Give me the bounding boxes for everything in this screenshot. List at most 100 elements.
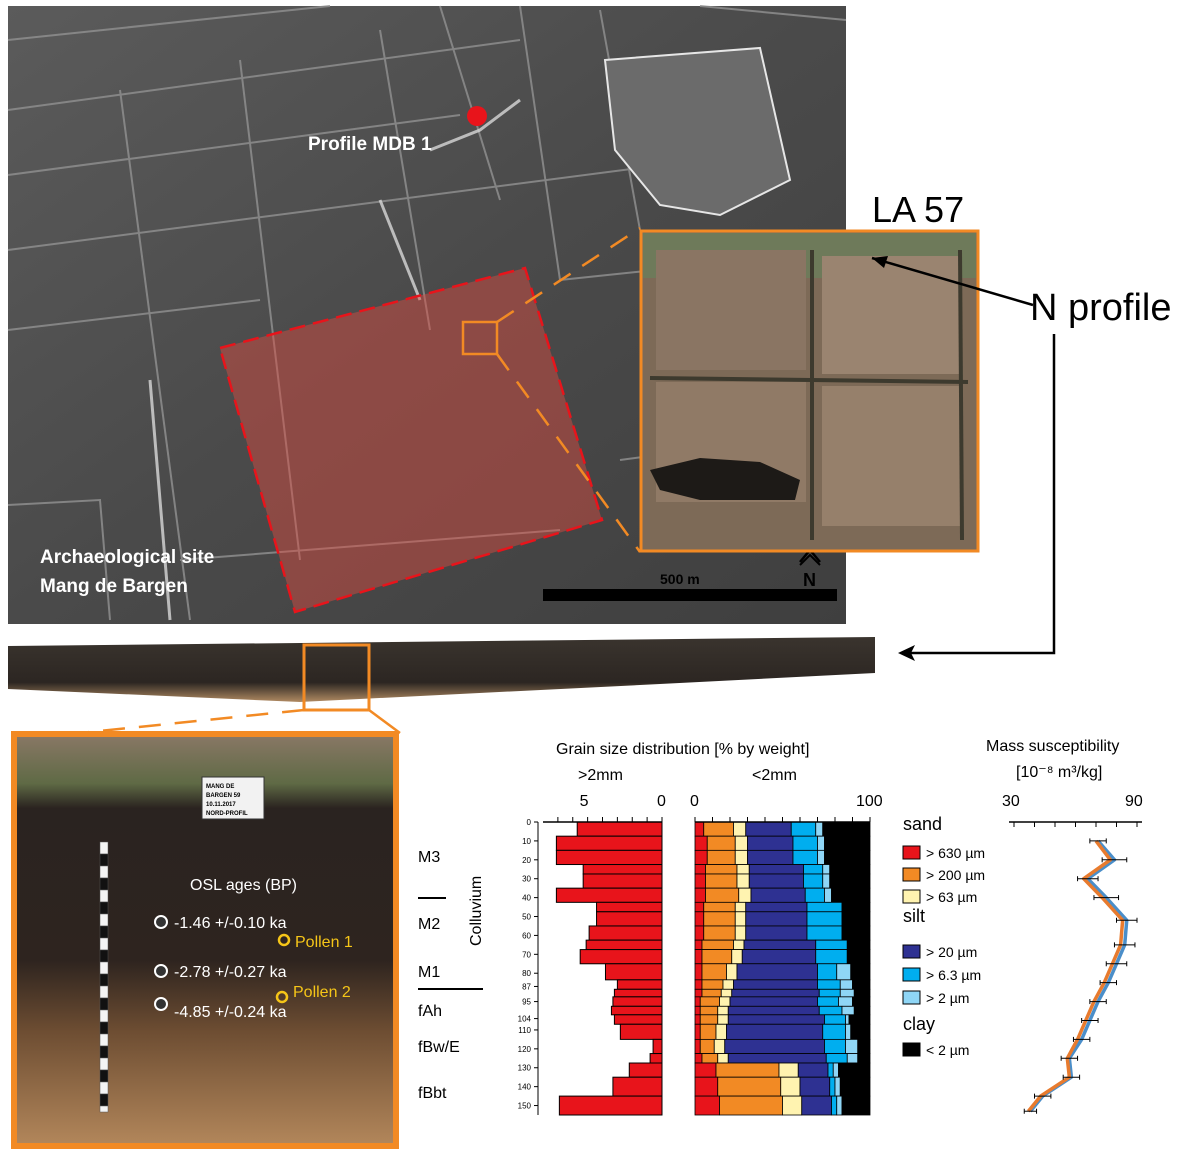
unit-label: fBw/E (418, 1039, 460, 1056)
fine-bar-segment (745, 821, 792, 837)
depth-label: 60 (522, 931, 531, 940)
legend-swatch (902, 889, 921, 904)
fine-bar-segment (846, 1053, 859, 1064)
fine-bar-segment (736, 873, 750, 889)
fine-bar-segment (857, 1053, 871, 1064)
stratigraphic-units: M3 M2 M1 fAh fBw/E fBbt Colluvium (418, 849, 485, 1102)
fine-bar-segment (747, 849, 794, 865)
coarse-bar (558, 1095, 663, 1116)
fine-bar-segment (706, 849, 736, 865)
fine-bar-segment (729, 996, 818, 1007)
coarse-bar (582, 873, 663, 889)
osl-title: OSL ages (BP) (190, 877, 297, 894)
fine-bar-segment (703, 901, 736, 913)
depth-label: 70 (522, 950, 531, 959)
fine-bar-segment (778, 1062, 799, 1078)
coarse-bar (604, 963, 663, 981)
fine-bar-segment (733, 979, 818, 990)
fine-bar-segment (694, 1053, 703, 1064)
osl-marker (154, 964, 168, 978)
fine-bar-segment (701, 939, 734, 950)
fine-bar-segment (825, 1053, 848, 1064)
fine-bar-segment (745, 925, 808, 941)
fine-bar-segment (806, 901, 843, 913)
fine-bar-segment (731, 949, 743, 965)
fine-bar-segment (694, 1076, 719, 1097)
fine-bar-segment (706, 835, 736, 851)
rod-segment (99, 1057, 109, 1071)
fine-bar-segment (705, 864, 738, 875)
connector-arrowhead-icon (898, 645, 915, 661)
fine-bar-segment (734, 835, 748, 851)
susceptibility-chart: 30 90 (1002, 793, 1143, 1114)
coarse-bar (628, 1062, 663, 1078)
fine-bar-segment (790, 821, 817, 837)
scale-bar (543, 589, 837, 601)
legend-swatch (902, 867, 921, 882)
fine-bar-segment (792, 849, 818, 865)
legend-swatch (902, 1042, 921, 1057)
rod-segment (99, 997, 109, 1011)
susceptibility-title: Mass susceptibility (986, 738, 1119, 755)
depth-label: 110 (518, 1026, 531, 1035)
x-tick-label: 5 (580, 793, 589, 810)
coarse-bar (596, 911, 663, 927)
colluvium-label: Colluvium (468, 876, 485, 946)
inset-title: LA 57 (872, 189, 964, 230)
fine-bar-segment (713, 1038, 726, 1054)
fine-bar-segment (717, 1005, 729, 1016)
coarse-bar (555, 835, 663, 851)
sign-text: NORD-PROFIL (206, 811, 248, 817)
fine-bar-segment (745, 901, 808, 913)
rod-segment (99, 1045, 109, 1059)
measuring-rod (99, 841, 109, 1113)
fine-bar-segment (727, 1014, 825, 1025)
fine-bar-segment (817, 849, 825, 865)
fine-bar-segment (741, 949, 817, 965)
fine-bar-segment (722, 979, 734, 990)
profile-photo: MANG DE BARGEN 59 10.11.2017 NORD-PROFIL… (11, 731, 399, 1149)
fine-bar-segment (694, 864, 706, 875)
fine-bar-segment (736, 864, 750, 875)
fine-bar-segment (694, 963, 703, 981)
fine-bar-segment (839, 979, 853, 990)
fine-bar-segment (853, 988, 871, 998)
fine-bar-segment (743, 939, 817, 950)
rod-segment (99, 949, 109, 963)
fine-bar-segment (694, 835, 708, 851)
fine-bar-segment (850, 1023, 871, 1040)
fine-bar-segment (694, 873, 706, 889)
fine-bar-segment (829, 864, 871, 875)
fine-bar-segment (694, 988, 703, 998)
fine-bar-segment (701, 979, 724, 990)
strip-connector (368, 708, 401, 735)
fine-bar-segment (797, 1062, 829, 1078)
strip-locator-box (302, 643, 371, 712)
fine-bar-segment (727, 1053, 827, 1064)
fine-bar-segment (694, 887, 706, 903)
fine-bar-segment (747, 835, 794, 851)
fine-bar-segment (850, 963, 871, 981)
fine-bar-segment (699, 1005, 719, 1016)
legend-label: > 200 µm (926, 867, 985, 883)
rod-segment (99, 853, 109, 867)
fine-bar-segment (727, 1005, 820, 1016)
fine-bar-segment (822, 1023, 846, 1040)
fine-bar-segment (724, 1038, 825, 1054)
legend-label: > 6.3 µm (926, 967, 981, 983)
fine-bar-segment (694, 911, 705, 927)
site-label-line2: Mang de Bargen (40, 576, 188, 597)
depth-label: 10 (522, 837, 531, 846)
coarse-bar (582, 864, 663, 875)
fine-bar-segment (838, 996, 853, 1007)
fine-bar-segment (734, 849, 748, 865)
coarse-bar (616, 979, 663, 990)
coarse-bar (596, 901, 663, 913)
fine-bar-segment (803, 873, 824, 889)
coarse-fraction-chart: 5 001020304050607080879510411012013014015… (518, 793, 666, 1116)
fine-bar-segment (738, 887, 752, 903)
fine-bar-segment (818, 1005, 843, 1016)
fine-bar-segment (717, 1014, 729, 1025)
unit-label: M2 (418, 916, 440, 933)
fine-bar-segment (824, 835, 871, 851)
